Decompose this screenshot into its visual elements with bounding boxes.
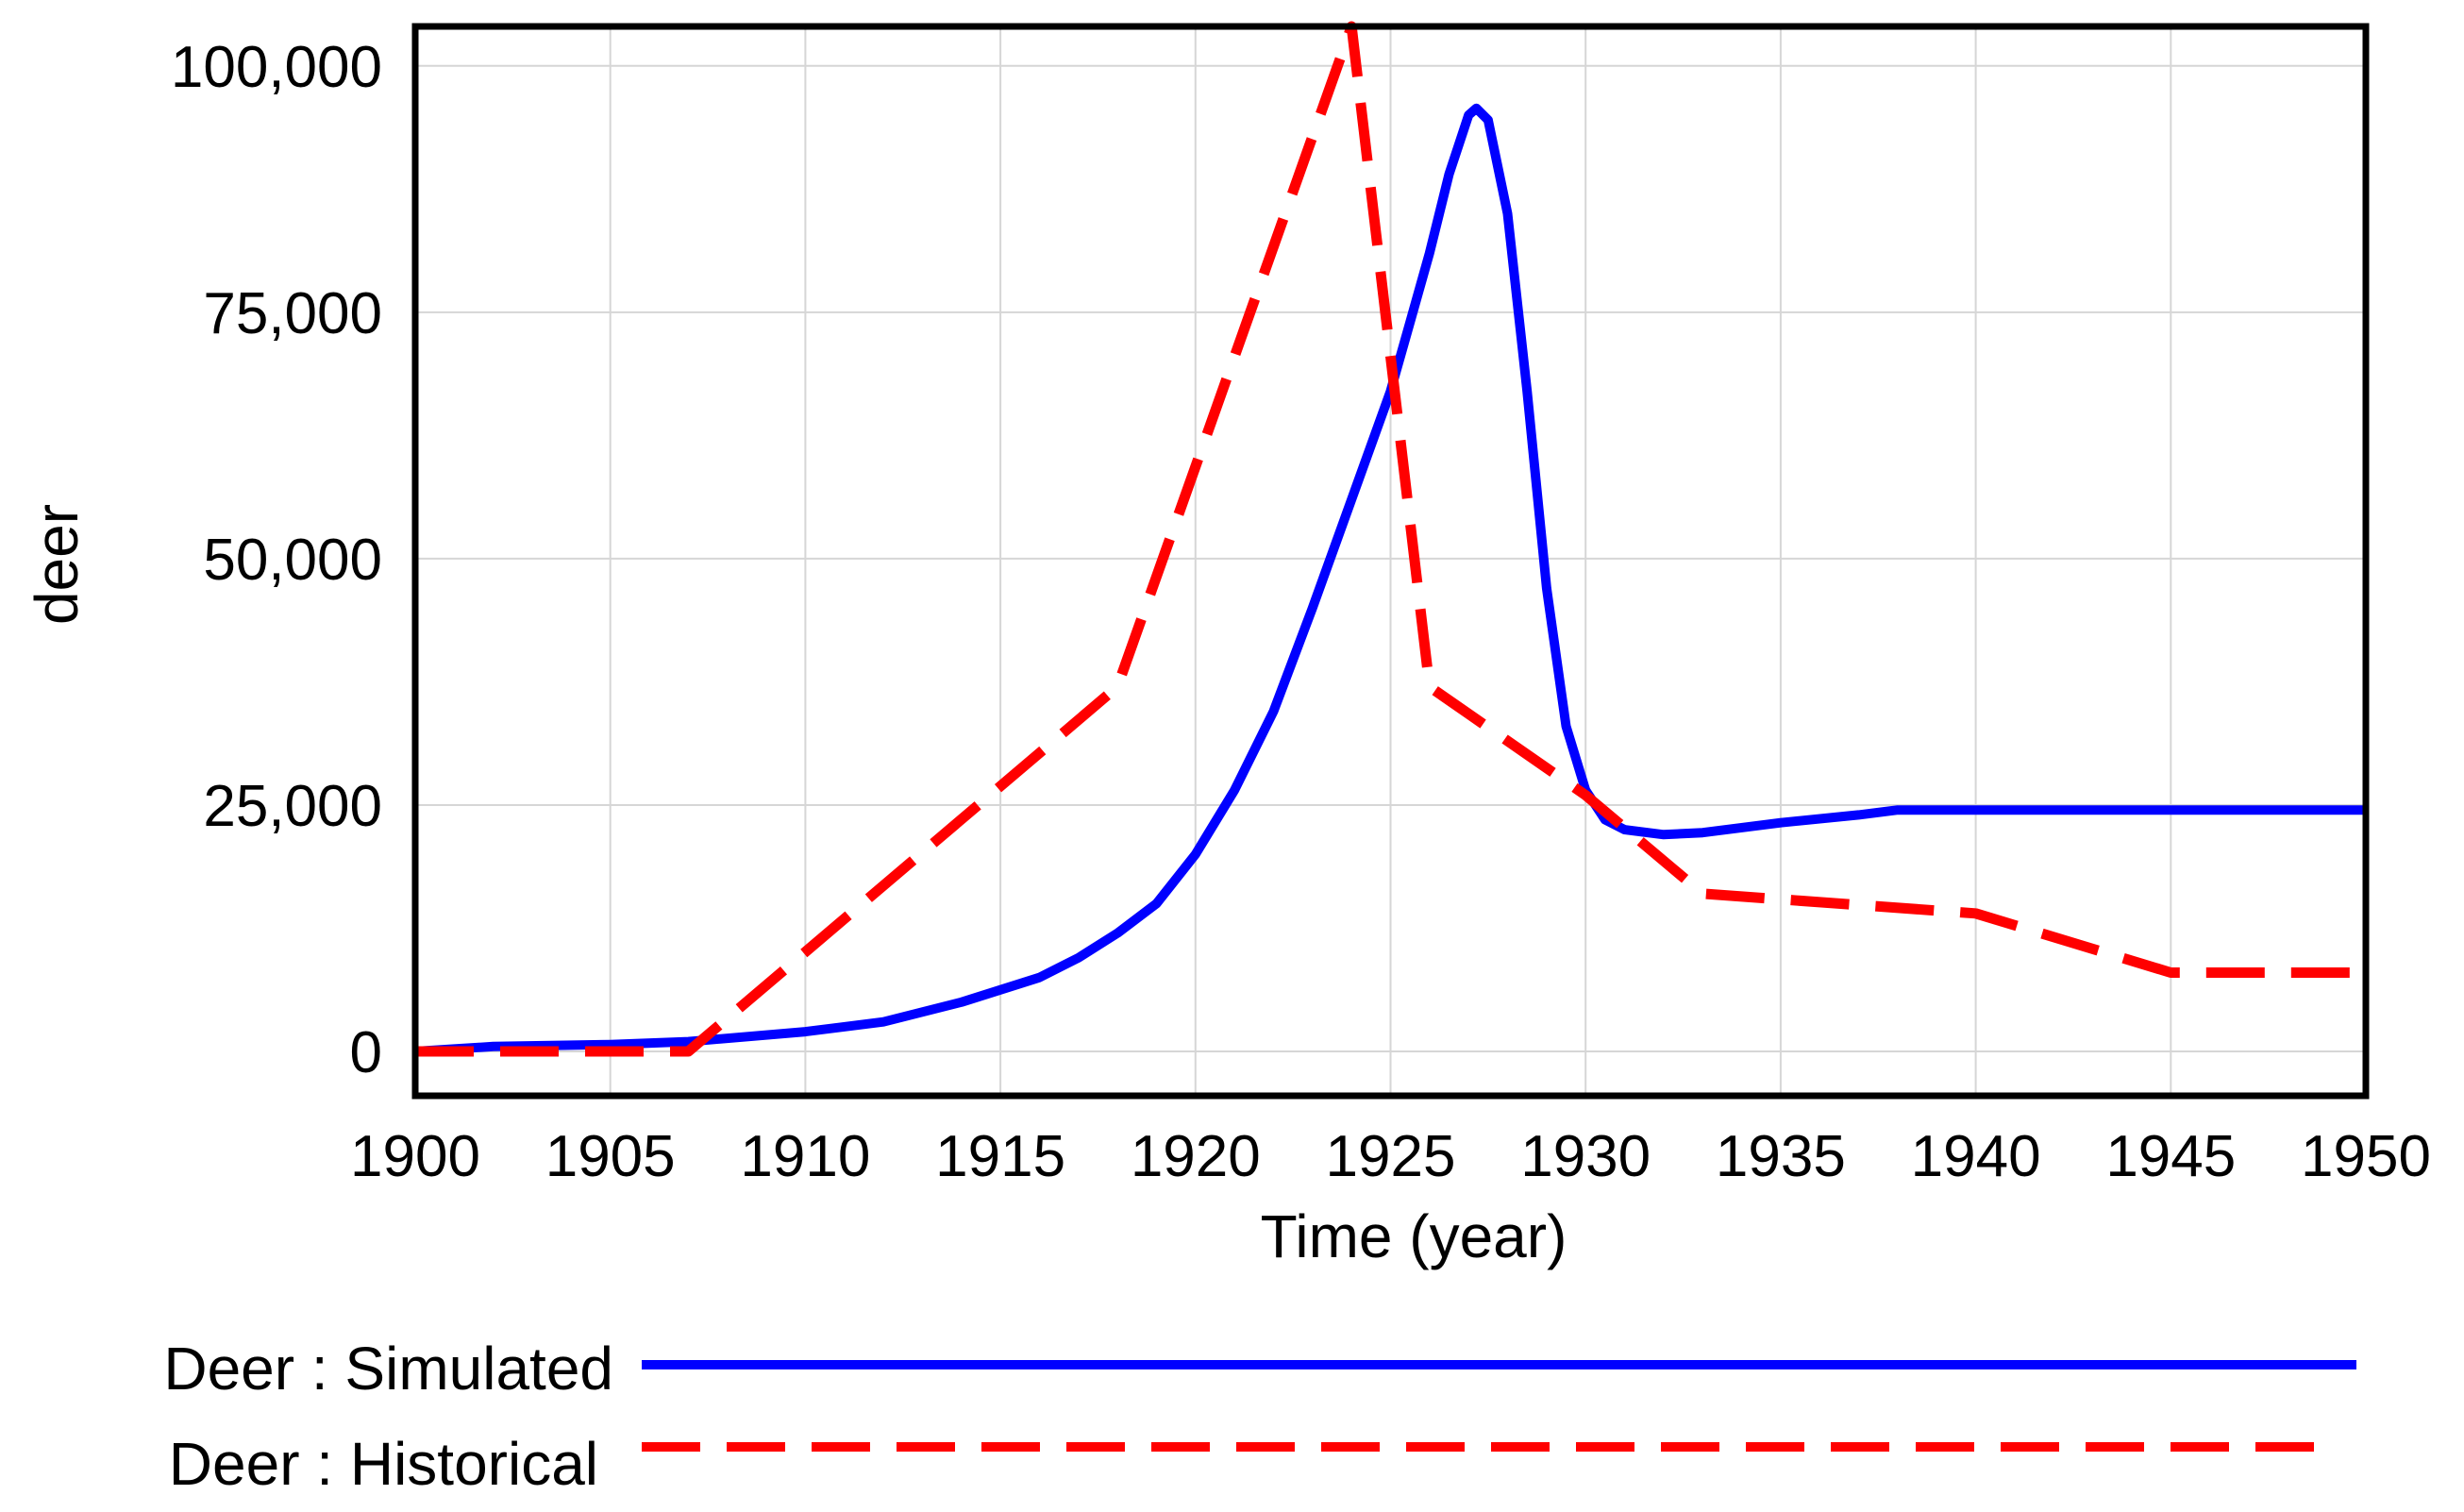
- x-tick-label: 1905: [545, 1124, 676, 1189]
- x-tick-label: 1925: [1326, 1124, 1456, 1189]
- series-line-historical: [415, 21, 2366, 1057]
- y-axis-title: deer: [23, 504, 91, 625]
- x-tick-label: 1915: [935, 1124, 1065, 1189]
- x-tick-label: 1930: [1520, 1124, 1651, 1189]
- x-axis-title: Time (year): [1261, 1202, 1567, 1270]
- y-tick-label: 75,000: [203, 281, 382, 346]
- legend: Deer : Simulated Deer : Historical: [163, 1335, 2356, 1498]
- x-tick-label: 1900: [350, 1124, 480, 1189]
- x-tick-label: 1920: [1131, 1124, 1261, 1189]
- series-line-simulated: [414, 103, 2366, 1056]
- y-tick-label: 50,000: [203, 528, 382, 593]
- x-tick-label: 1935: [1716, 1124, 1846, 1189]
- y-tick-label: 100,000: [171, 35, 382, 100]
- x-tick-label: 1945: [2105, 1124, 2236, 1189]
- series-lines: [414, 21, 2366, 1057]
- x-tick-label: 1950: [2301, 1124, 2431, 1189]
- y-tick-labels: 0 25,000 50,000 75,000 100,000: [171, 35, 382, 1085]
- legend-label-historical: Deer : Historical: [169, 1430, 598, 1498]
- y-tick-label: 25,000: [203, 774, 382, 839]
- y-tick-label: 0: [350, 1020, 382, 1085]
- x-tick-label: 1910: [740, 1124, 870, 1189]
- x-tick-label: 1940: [1911, 1124, 2041, 1189]
- x-tick-labels: 1900 1905 1910 1915 1920 1925 1930 1935 1940 1945…: [350, 1124, 2431, 1189]
- plot-frame: [411, 23, 2370, 1100]
- grid-lines: [414, 26, 2367, 1096]
- legend-label-simulated: Deer : Simulated: [163, 1335, 613, 1403]
